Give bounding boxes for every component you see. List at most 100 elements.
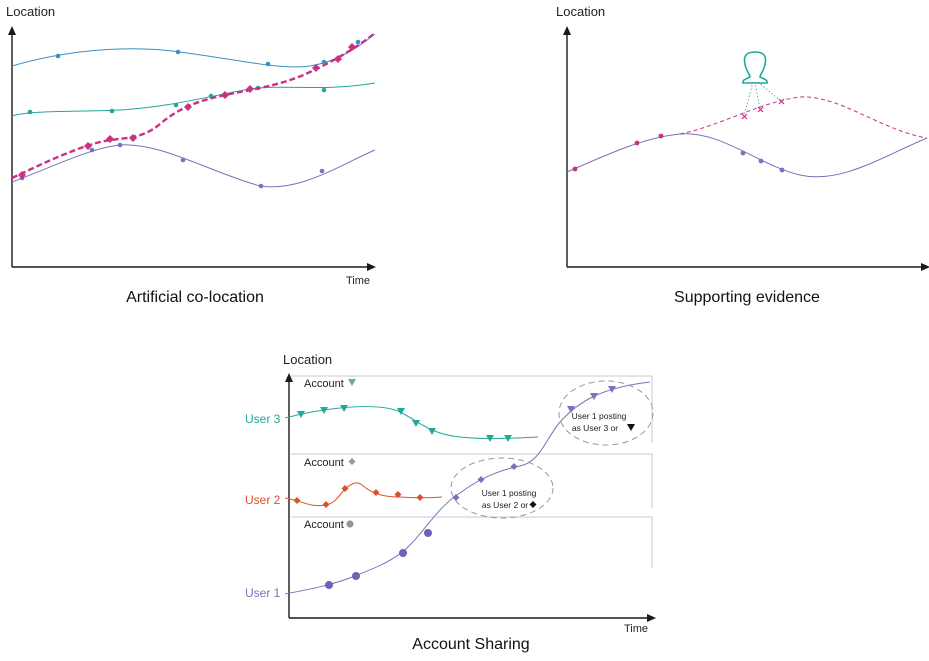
panel-a-teal-points [27,85,327,115]
user-1-circles [325,529,432,589]
panel-a-blue-points [55,39,361,67]
panel-b-y-axis-label: Location [556,4,605,19]
panel-a-blue-point [265,61,271,67]
panel-b-magenta-dashed-trajectory [679,96,928,139]
panel-b-magenta-point [658,133,664,139]
panel-a-purple-point [117,142,123,148]
user-1-diamonds [452,463,518,501]
account-band-circle [291,516,653,568]
panel-c-title: Account Sharing [412,636,529,653]
account-label-circle: Account [304,519,344,531]
panel-a-blue-point [175,49,181,55]
panel-a-magenta-diamond [184,103,192,111]
callout-left-ellipse [450,457,554,519]
user-1-label: User 1 [245,586,281,600]
panel-a-magenta-dashed-trajectory [11,32,376,180]
user-3-triangle [504,435,512,442]
panel-a-teal-point [109,108,115,114]
panel-a-magenta-diamond [221,91,229,99]
panel-a-purple-point [89,147,95,153]
user-1-triangle [567,406,575,413]
callout-right-line2: as User 3 or [572,423,618,433]
panel-b-magenta-cross [741,113,748,120]
user-2-diamond [322,501,330,508]
panel-a-magenta-diamond [246,85,254,93]
callout-right-ellipse [558,380,654,446]
user-2-diamond [416,494,424,501]
panel-b-purple-points [740,150,785,173]
panel-a-magenta-diamond [129,134,137,142]
panel-a-teal-point [321,87,327,93]
account-band-diamond [291,453,653,508]
panel-b-evidence-line [743,81,754,117]
user-3-triangle [412,420,420,427]
user-2-diamond [372,489,380,496]
user-1-triangles [567,386,616,413]
user-2-diamond [293,497,301,504]
panel-a-purple-point [258,183,264,189]
panel-b-purple-trajectory [566,133,928,178]
panel-b-magenta-cross [757,106,764,113]
panel-a-magenta-diamonds [18,43,356,179]
black-diamond-icon [529,501,537,508]
user-1-circle [399,549,407,557]
panel-a-magenta-diamond [18,171,26,179]
panel-a-blue-trajectory [11,33,376,68]
panel-a-purple-points [19,142,325,189]
user-1-triangle [590,393,598,400]
callout-right-line1: User 1 posting [572,411,627,421]
panel-a-teal-point [27,109,33,115]
user-3-triangle [486,435,494,442]
user-1-diamond [510,463,518,470]
panel-a-purple-point [319,168,325,174]
panel-c-x-axis-label: Time [624,623,648,635]
panel-b-evidence-line [757,81,782,102]
user-3-triangle [428,428,436,435]
panel-c-y-axis-label: Location [283,352,332,367]
panel-a-y-axis-label: Location [6,4,55,19]
panel-b-purple-point [740,150,746,156]
user-3-triangles [297,405,512,442]
panel-b-magenta-crosses [741,98,785,120]
user-2-label: User 2 [245,493,281,507]
panel-a-magenta-diamond [334,55,342,63]
user-3-triangle [340,405,348,412]
user-2-diamond [394,491,402,498]
panel-a-x-axis-label: Time [346,275,370,287]
panel-a-magenta-diamond [348,43,356,51]
panel-a-blue-point [355,39,361,45]
user-3-triangle [397,408,405,415]
user-1-triangle [608,386,616,393]
user-1-circle [325,581,333,589]
panel-a-blue-point [55,53,61,59]
panel-b-purple-point [758,158,764,164]
panel-b-magenta-points [572,133,664,172]
user-1-diamond [477,476,485,483]
panel-a-magenta-diamond [106,135,114,143]
account-label-diamond: Account [304,457,344,469]
panel-b-title: Supporting evidence [674,289,820,306]
diamond-marker-icon [348,458,356,465]
callout-left-line2: as User 2 or [482,500,528,510]
panel-a-magenta-diamond [312,64,320,72]
panel-a-blue-point [321,59,327,65]
black-triangle-icon [627,424,635,431]
account-band-triangle [291,375,653,443]
callout-left-line1: User 1 posting [482,488,537,498]
panel-a-title: Artificial co-location [126,289,264,306]
user-3-triangle [320,407,328,414]
person-silhouette-icon [742,51,768,84]
user-2-trajectory [284,482,443,507]
panel-b-magenta-point [572,166,578,172]
user-1-circle [352,572,360,580]
panel-b-evidence-line [754,81,761,110]
user-3-label: User 3 [245,412,281,426]
panel-c-account-bands [291,375,653,568]
user-2-diamond [341,485,349,492]
panel-a-teal-trajectory [11,82,376,117]
circle-marker-icon [346,520,354,528]
user-1-diamond [452,494,460,501]
user-3-triangle [297,411,305,418]
